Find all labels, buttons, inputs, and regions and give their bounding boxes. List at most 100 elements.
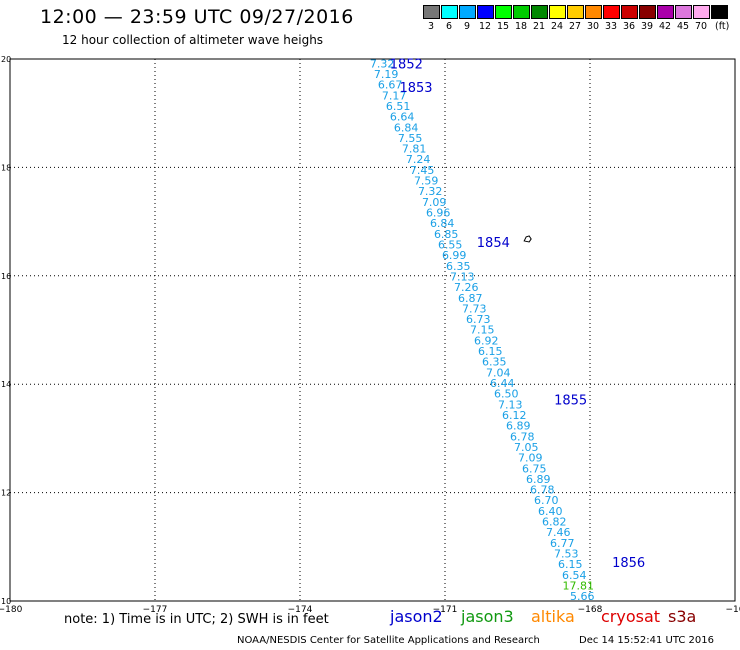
swh-value-label: 6.35 xyxy=(446,260,471,273)
color-swatch xyxy=(603,5,620,19)
x-tick-label: −171 xyxy=(433,605,458,615)
color-scale-label: 6 xyxy=(445,21,453,32)
swh-value-label: 7.81 xyxy=(402,143,427,156)
swh-value-label: 17.81 xyxy=(563,579,595,592)
swh-value-label: 7.32 xyxy=(418,185,443,198)
color-scale-label: 42 xyxy=(658,21,672,32)
color-scale-label: 39 xyxy=(640,21,654,32)
y-tick-label: 12 xyxy=(1,489,11,498)
swh-value-label: 6.54 xyxy=(562,569,587,582)
swh-value-label: 7.13 xyxy=(450,270,475,283)
swh-value-label: 6.15 xyxy=(478,345,503,358)
swh-value-label: 6.96 xyxy=(426,207,451,220)
y-tick-label: 18 xyxy=(1,163,11,172)
swh-value-label: 6.75 xyxy=(522,462,547,475)
swh-value-label: 6.40 xyxy=(538,505,563,518)
swh-value-label: 7.45 xyxy=(410,164,435,177)
color-scale-unit: (ft) xyxy=(715,21,730,32)
swh-value-label: 7.73 xyxy=(462,302,487,315)
color-swatch xyxy=(531,5,548,19)
swh-value-label: 7.53 xyxy=(554,547,579,560)
time-label: 1852 xyxy=(390,57,423,72)
page-title: 12:00 — 23:59 UTC 09/27/2016 xyxy=(40,6,354,28)
swh-value-label: 6.78 xyxy=(510,430,535,443)
color-scale-label: 30 xyxy=(586,21,600,32)
swh-value-label: 6.87 xyxy=(458,292,483,305)
y-tick-label: 20 xyxy=(1,55,11,64)
swh-value-label: 6.73 xyxy=(466,313,491,326)
color-scale-label: 21 xyxy=(532,21,546,32)
color-scale-label: 3 xyxy=(427,21,435,32)
swh-value-label: 6.50 xyxy=(494,388,519,401)
y-tick-label: 16 xyxy=(1,272,11,281)
swh-value-label: 6.55 xyxy=(438,238,463,251)
legend-jason3: jason3 xyxy=(461,607,514,626)
color-scale-label: 12 xyxy=(478,21,492,32)
swh-value-label: 7.19 xyxy=(374,68,399,81)
swh-value-label: 6.12 xyxy=(502,409,527,422)
x-tick-label: −174 xyxy=(288,605,313,615)
color-swatch xyxy=(423,5,440,19)
swh-value-label: 7.17 xyxy=(382,89,407,102)
swh-value-label: 7.09 xyxy=(422,196,447,209)
swh-value-label: 6.84 xyxy=(394,121,419,134)
swh-value-label: 7.32 xyxy=(370,57,395,70)
legend-jason2: jason2 xyxy=(390,607,443,626)
swh-value-label: 6.67 xyxy=(378,79,403,92)
y-tick-label: 10 xyxy=(1,597,11,606)
swh-value-label: 6.89 xyxy=(506,420,531,433)
color-scale-label: 18 xyxy=(514,21,528,32)
color-swatch xyxy=(441,5,458,19)
swh-value-label: 6.15 xyxy=(558,558,583,571)
swh-value-label: 7.55 xyxy=(398,132,423,145)
swh-value-label: 6.44 xyxy=(490,377,515,390)
swh-value-label: 6.78 xyxy=(530,484,555,497)
x-tick-label: −177 xyxy=(143,605,168,615)
time-label: 1853 xyxy=(399,81,432,96)
swh-value-label: 6.77 xyxy=(550,537,575,550)
swh-value-label: 7.26 xyxy=(454,281,479,294)
color-scale-label: 70 xyxy=(694,21,708,32)
color-swatch xyxy=(711,5,728,19)
y-tick-label: 14 xyxy=(1,380,11,389)
color-swatch xyxy=(657,5,674,19)
color-swatch xyxy=(513,5,530,19)
legend-s3a: s3a xyxy=(668,607,697,626)
color-swatch xyxy=(549,5,566,19)
color-swatch xyxy=(567,5,584,19)
swh-value-label: 7.13 xyxy=(498,398,523,411)
swh-value-label: 6.35 xyxy=(482,356,507,369)
legend-cryosat: cryosat xyxy=(601,607,661,626)
swh-value-label: 6.51 xyxy=(386,100,411,113)
color-scale-label: 15 xyxy=(496,21,510,32)
color-swatch xyxy=(459,5,476,19)
swh-value-label: 7.09 xyxy=(518,452,543,465)
legend-altika: altika xyxy=(531,607,575,626)
swh-value-label: 6.64 xyxy=(390,111,415,124)
x-tick-label: −168 xyxy=(578,605,603,615)
swh-value-label: 6.84 xyxy=(430,217,455,230)
color-swatch xyxy=(585,5,602,19)
swh-value-label: 7.05 xyxy=(514,441,539,454)
color-scale-label: 33 xyxy=(604,21,618,32)
swh-value-label: 7.46 xyxy=(546,526,571,539)
color-scale-label: 9 xyxy=(463,21,471,32)
footer-credit: NOAA/NESDIS Center for Satellite Applica… xyxy=(237,635,540,646)
map-frame xyxy=(9,58,736,602)
note-text: note: 1) Time is in UTC; 2) SWH is in fe… xyxy=(64,612,329,627)
swh-value-label: 7.04 xyxy=(486,366,511,379)
time-label: 1855 xyxy=(554,393,587,408)
color-swatch xyxy=(693,5,710,19)
island-outline xyxy=(523,235,532,243)
color-swatch xyxy=(675,5,692,19)
color-scale-label: 27 xyxy=(568,21,582,32)
color-scale-label: 24 xyxy=(550,21,564,32)
page-subtitle: 12 hour collection of altimeter wave hei… xyxy=(62,33,324,47)
swh-value-label: 5.66 xyxy=(570,590,595,603)
time-label: 1856 xyxy=(612,556,645,571)
swh-value-label: 6.99 xyxy=(442,249,467,262)
color-scale-label: 36 xyxy=(622,21,636,32)
swh-value-label: 6.70 xyxy=(534,494,559,507)
swh-value-label: 6.82 xyxy=(542,516,567,529)
